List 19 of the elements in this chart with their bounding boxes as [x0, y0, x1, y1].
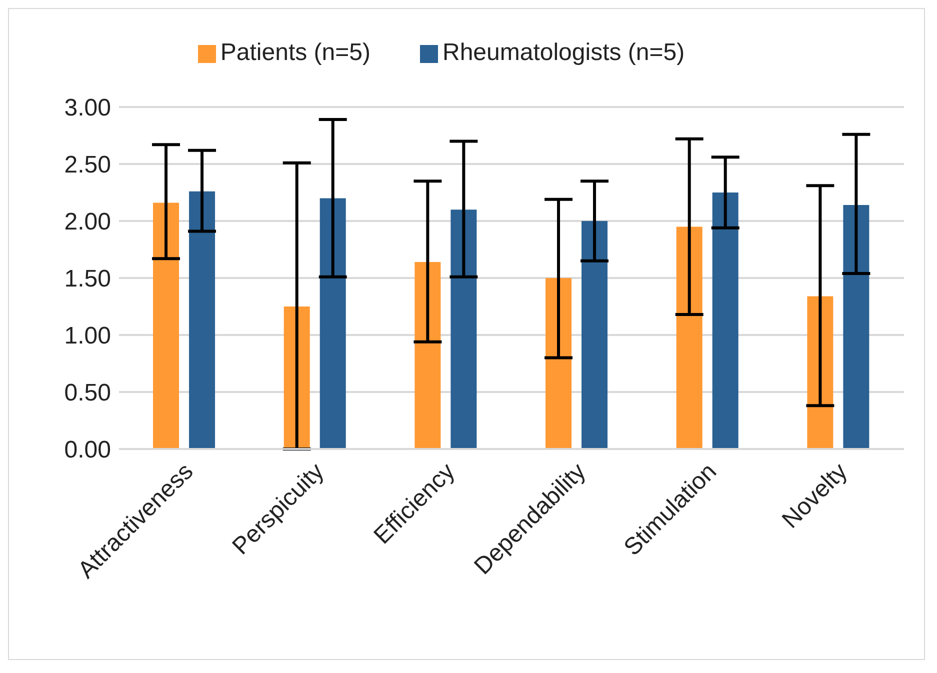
bar: [320, 198, 346, 449]
y-tick-label: 2.00: [64, 208, 111, 236]
bar: [450, 210, 477, 449]
bar: [712, 192, 738, 449]
bar: [582, 221, 608, 449]
y-tick-label: 1.00: [64, 322, 111, 350]
legend-label: Rheumatologists (n=5): [442, 39, 685, 66]
bar: [676, 226, 702, 449]
bar: [843, 205, 870, 449]
bar: [153, 202, 180, 449]
y-tick-label: 0.50: [64, 380, 111, 407]
y-tick-label: 2.50: [64, 152, 111, 179]
y-tick-label: 0.00: [64, 436, 111, 464]
y-tick-label: 1.50: [64, 266, 111, 293]
bar: [189, 191, 216, 449]
bar: [546, 278, 572, 449]
bar: [414, 262, 441, 449]
legend-label: Patients (n=5): [220, 39, 370, 66]
y-tick-label: 3.00: [64, 94, 111, 122]
